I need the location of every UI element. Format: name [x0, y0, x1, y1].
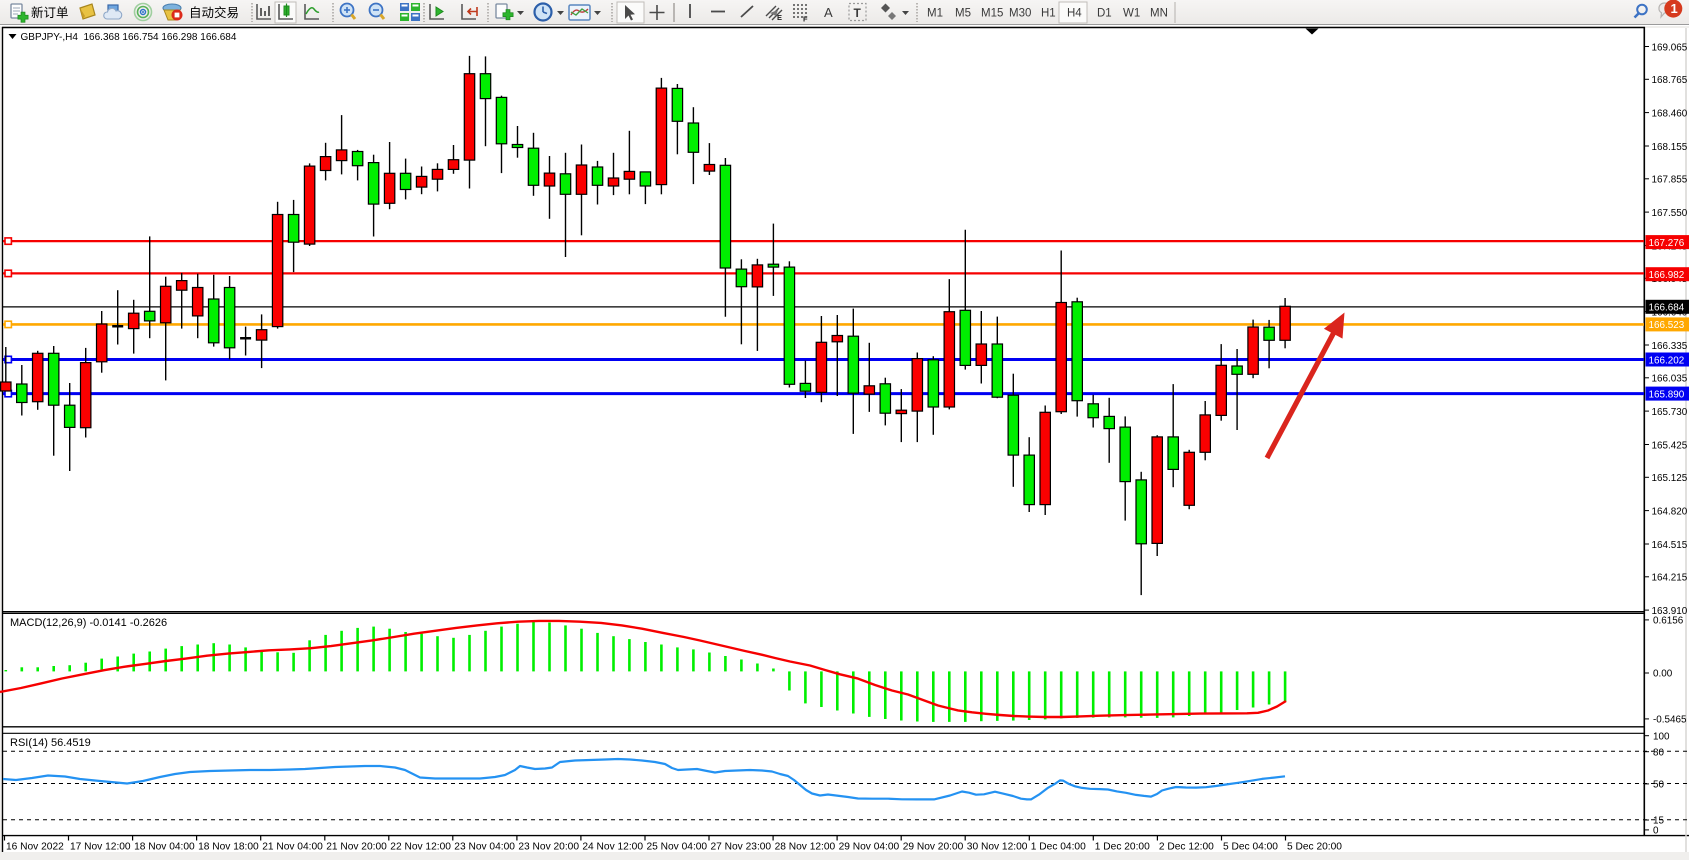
svg-text:168.765: 168.765: [1652, 75, 1688, 86]
svg-text:29 Nov 04:00: 29 Nov 04:00: [839, 842, 900, 853]
svg-text:5 Dec 20:00: 5 Dec 20:00: [1287, 842, 1342, 853]
svg-text:166.035: 166.035: [1652, 374, 1688, 385]
svg-text:自动交易: 自动交易: [189, 5, 239, 20]
svg-text:-0.5465: -0.5465: [1653, 715, 1687, 726]
svg-text:T: T: [854, 6, 862, 20]
svg-text:164.215: 164.215: [1652, 573, 1688, 584]
svg-text:166.202: 166.202: [1649, 355, 1685, 366]
svg-text:23 Nov 20:00: 23 Nov 20:00: [518, 842, 579, 853]
svg-text:27 Nov 23:00: 27 Nov 23:00: [711, 842, 772, 853]
svg-text:30 Nov 12:00: 30 Nov 12:00: [967, 842, 1028, 853]
svg-text:169.065: 169.065: [1652, 42, 1688, 53]
svg-text:0: 0: [1653, 826, 1659, 837]
svg-text:17 Nov 12:00: 17 Nov 12:00: [70, 842, 131, 853]
svg-text:F: F: [803, 15, 808, 24]
svg-text:H1: H1: [1041, 8, 1056, 20]
svg-text:24 Nov 12:00: 24 Nov 12:00: [582, 842, 643, 853]
svg-text:166.684: 166.684: [1649, 303, 1685, 314]
svg-text:GBPJPY-,H4 166.368 166.754 16: GBPJPY-,H4 166.368 166.754 166.298 166.6…: [21, 32, 237, 43]
svg-text:0.6156: 0.6156: [1653, 616, 1684, 627]
svg-text:15: 15: [1653, 816, 1664, 827]
svg-text:165.125: 165.125: [1652, 473, 1688, 484]
svg-text:167.855: 167.855: [1652, 175, 1688, 186]
svg-text:167.276: 167.276: [1649, 238, 1685, 249]
svg-text:E: E: [777, 13, 782, 22]
svg-text:16 Nov 2022: 16 Nov 2022: [6, 842, 64, 853]
svg-text:1 Dec 20:00: 1 Dec 20:00: [1095, 842, 1150, 853]
svg-text:MACD(12,26,9) -0.0141 -0.2626: MACD(12,26,9) -0.0141 -0.2626: [10, 617, 167, 629]
svg-text:W1: W1: [1123, 8, 1140, 20]
svg-text:M1: M1: [927, 8, 943, 20]
svg-text:166.982: 166.982: [1649, 270, 1685, 281]
svg-text:165.730: 165.730: [1652, 407, 1688, 418]
svg-text:18 Nov 04:00: 18 Nov 04:00: [134, 842, 195, 853]
svg-text:80: 80: [1653, 747, 1664, 758]
svg-text:163.910: 163.910: [1652, 606, 1688, 617]
svg-text:168.460: 168.460: [1652, 108, 1688, 119]
svg-text:M30: M30: [1009, 8, 1031, 20]
svg-text:2 Dec 12:00: 2 Dec 12:00: [1159, 842, 1214, 853]
svg-text:1 Dec 04:00: 1 Dec 04:00: [1031, 842, 1086, 853]
svg-text:0.00: 0.00: [1653, 669, 1673, 680]
svg-text:H4: H4: [1067, 8, 1082, 20]
svg-text:164.515: 164.515: [1652, 540, 1688, 551]
svg-text:100: 100: [1653, 731, 1670, 742]
svg-text:18 Nov 18:00: 18 Nov 18:00: [198, 842, 259, 853]
svg-text:50: 50: [1653, 780, 1664, 791]
svg-text:23 Nov 04:00: 23 Nov 04:00: [454, 842, 515, 853]
svg-text:165.890: 165.890: [1649, 389, 1685, 400]
svg-text:新订单: 新订单: [31, 5, 69, 20]
svg-text:MN: MN: [1150, 8, 1168, 20]
svg-text:D1: D1: [1097, 8, 1112, 20]
svg-text:166.523: 166.523: [1649, 320, 1685, 331]
svg-text:21 Nov 20:00: 21 Nov 20:00: [326, 842, 387, 853]
svg-text:168.155: 168.155: [1652, 142, 1688, 153]
svg-text:25 Nov 04:00: 25 Nov 04:00: [647, 842, 708, 853]
svg-text:165.425: 165.425: [1652, 440, 1688, 451]
svg-text:RSI(14) 56.4519: RSI(14) 56.4519: [10, 737, 91, 749]
svg-text:166.335: 166.335: [1652, 341, 1688, 352]
svg-text:M5: M5: [955, 8, 971, 20]
svg-text:5 Dec 04:00: 5 Dec 04:00: [1223, 842, 1278, 853]
svg-text:28 Nov 12:00: 28 Nov 12:00: [775, 842, 836, 853]
svg-text:22 Nov 12:00: 22 Nov 12:00: [390, 842, 451, 853]
svg-text:1: 1: [1671, 1, 1678, 16]
svg-text:29 Nov 20:00: 29 Nov 20:00: [903, 842, 964, 853]
svg-text:21 Nov 04:00: 21 Nov 04:00: [262, 842, 323, 853]
svg-text:167.550: 167.550: [1652, 208, 1688, 219]
svg-text:A: A: [824, 5, 833, 20]
svg-text:M15: M15: [981, 8, 1003, 20]
svg-text:164.820: 164.820: [1652, 506, 1688, 517]
